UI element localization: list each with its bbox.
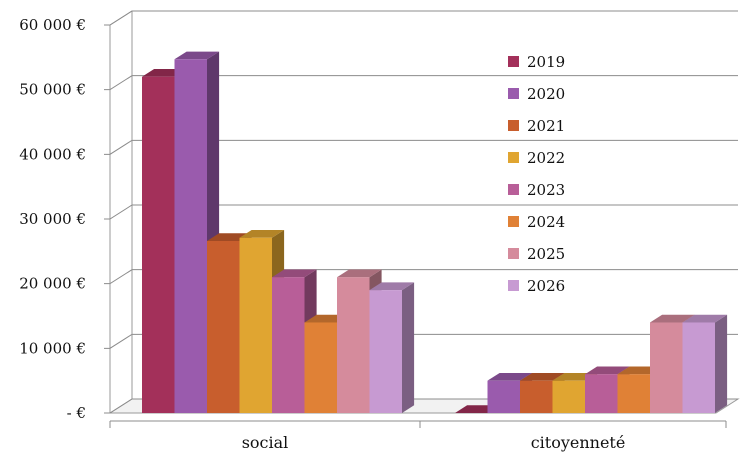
bar-top (520, 372, 565, 381)
category-label: social (242, 433, 289, 452)
bar-top (682, 314, 728, 323)
bar-front (520, 380, 553, 413)
legend-swatch (508, 152, 519, 163)
y-tick-label: 10 000 € (19, 339, 86, 357)
bar-front (304, 322, 337, 413)
legend-swatch (508, 56, 519, 67)
bar-front (239, 237, 272, 413)
bar-front (142, 76, 175, 413)
legend-label: 2020 (527, 85, 565, 103)
legend-swatch (508, 280, 519, 291)
legend-item: 2026 (508, 277, 565, 295)
y-tick-label: - € (67, 404, 86, 422)
y-tick-label: 60 000 € (19, 16, 86, 34)
y-tick-label: 20 000 € (19, 275, 86, 293)
gridline (104, 10, 738, 26)
bar-top (174, 51, 220, 60)
bar-top (239, 230, 285, 238)
y-axis-tick-labels: - € 10 000 € 20 000 € 30 000 € 40 000 € 50 00… (19, 16, 86, 422)
legend-item: 2025 (508, 245, 565, 263)
gridline (104, 139, 738, 155)
bar-front (207, 240, 240, 413)
legend-item: 2019 (508, 53, 565, 71)
legend-item: 2021 (508, 117, 565, 135)
y-tick-label: 50 000 € (19, 81, 86, 99)
bars (142, 51, 728, 414)
legend-label: 2021 (527, 117, 565, 135)
legend-item: 2024 (508, 213, 565, 231)
legend-item: 2023 (508, 181, 565, 199)
gridlines (104, 10, 738, 428)
bar-front (337, 277, 370, 413)
legend-swatch (508, 88, 519, 99)
legend: 2019 2020 2021 2022 2023 2024 2025 2026 (508, 53, 565, 295)
legend-label: 2019 (527, 53, 565, 71)
bar-front (174, 59, 207, 413)
bar (369, 282, 415, 413)
bar-side (715, 314, 728, 413)
legend-swatch (508, 120, 519, 131)
bar-front (650, 322, 683, 413)
bar-front (682, 322, 715, 413)
bar-front (487, 380, 520, 413)
bar-front (552, 380, 585, 413)
legend-label: 2024 (527, 213, 565, 231)
legend-swatch (508, 216, 519, 227)
bar (682, 314, 728, 413)
bar-top (272, 269, 317, 278)
gridline (104, 333, 738, 349)
bar-front (617, 374, 650, 413)
bar-front (272, 277, 305, 413)
back-wall-top (109, 10, 738, 26)
bar-top (337, 269, 382, 278)
bar-side (402, 282, 415, 413)
legend-label: 2022 (527, 149, 565, 167)
category-label: citoyenneté (531, 433, 626, 452)
bar-front (585, 374, 618, 413)
legend-swatch (508, 184, 519, 195)
legend-label: 2023 (527, 181, 565, 199)
gridline (104, 269, 738, 285)
y-tick-label: 30 000 € (19, 210, 86, 228)
legend-swatch (508, 248, 519, 259)
y-tick-label: 40 000 € (19, 145, 86, 163)
category-labels: social citoyenneté (242, 433, 626, 452)
gridline (104, 75, 738, 91)
bar-front (369, 290, 402, 413)
bar-top (487, 372, 533, 381)
legend-item: 2020 (508, 85, 565, 103)
bar-top (369, 282, 415, 291)
gridline (104, 204, 738, 220)
legend-label: 2026 (527, 277, 565, 295)
gridline (104, 398, 738, 414)
bar-top (650, 314, 695, 323)
bar-top (585, 366, 630, 375)
legend-label: 2025 (527, 245, 565, 263)
legend-item: 2022 (508, 149, 565, 167)
